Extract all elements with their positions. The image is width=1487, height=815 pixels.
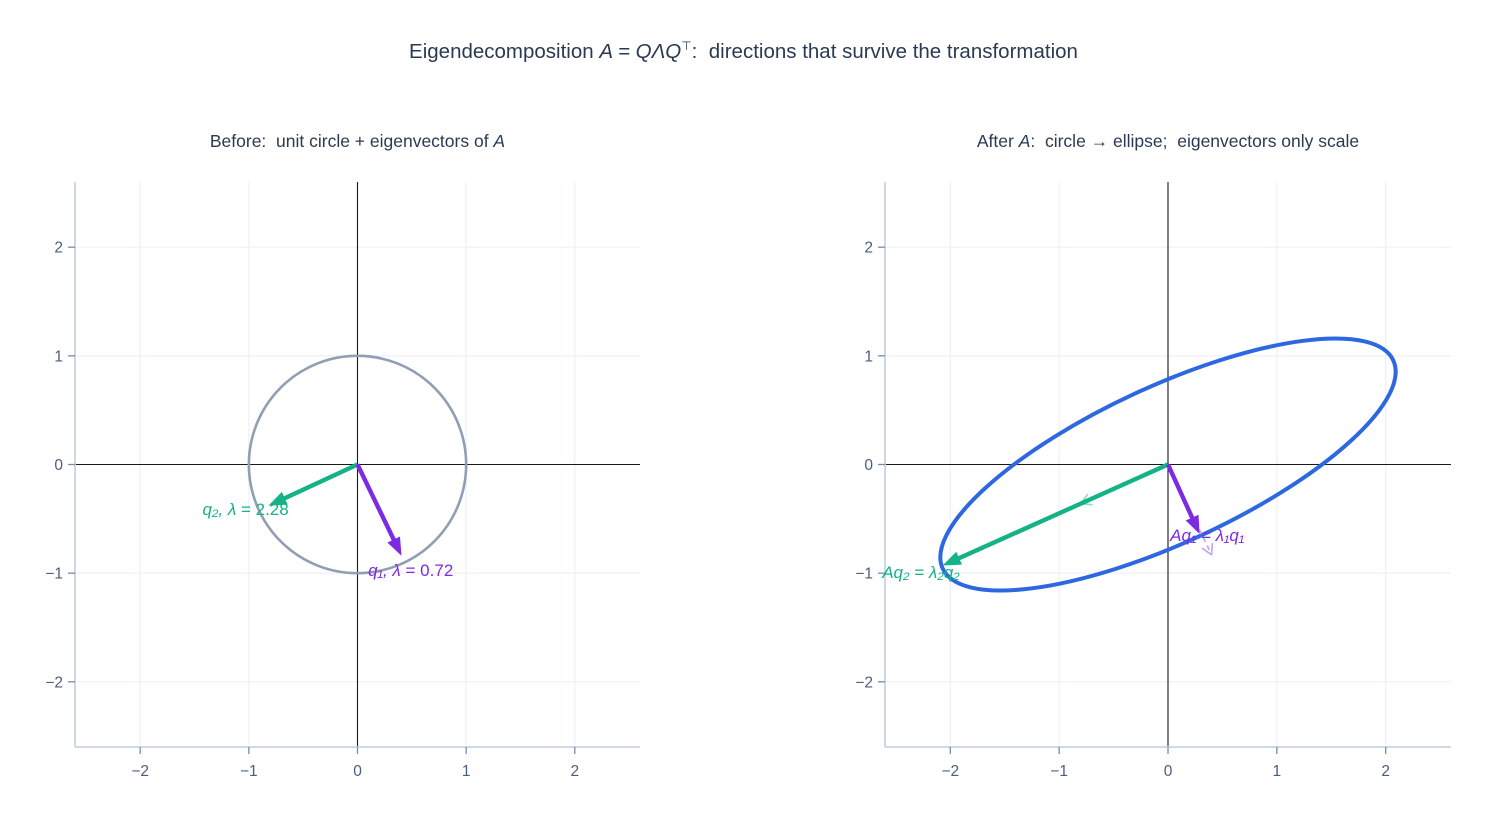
x-tick-label: 2 (570, 763, 579, 780)
x-tick-label: 1 (462, 763, 471, 780)
x-tick-label: 2 (1381, 763, 1390, 780)
figure-title-math: A = QΛQ (599, 39, 682, 63)
x-tick-label: −1 (240, 763, 258, 780)
y-tick-label: 0 (54, 457, 63, 474)
figure-title-pre: Eigendecomposition (409, 39, 600, 63)
before-panel-title: Before: unit circle + eigenvectors of A (75, 131, 640, 152)
eigvec-arrow-1-shaft (1165, 463, 1196, 522)
y-tick-label: −1 (855, 566, 873, 583)
original-eigvec-arrow-0-head-1 (1210, 542, 1214, 556)
before-title-pre: Before: unit circle + eigenvectors of (209, 131, 494, 151)
eigvec-arrow-1-shaft (355, 463, 397, 544)
x-tick-label: −2 (131, 763, 149, 780)
y-tick-label: −1 (45, 566, 63, 583)
eigvec-arrow-1-head (1185, 514, 1200, 535)
y-tick-label: 2 (54, 240, 63, 257)
y-tick-label: 1 (54, 348, 63, 365)
after-title-math: A (1018, 131, 1031, 151)
original-eigvec-arrow-0-shaft (1167, 464, 1213, 556)
transpose-symbol: ⊤ (681, 39, 692, 53)
transformed-ellipse (938, 336, 1398, 593)
after-panel-title: After A: circle → ellipse; eigenvectors … (885, 131, 1451, 152)
before-title-math: A (493, 131, 506, 151)
figure-title-post: : directions that survive the transforma… (691, 39, 1078, 63)
y-tick-label: 1 (864, 348, 873, 365)
y-tick-label: 0 (864, 457, 873, 474)
x-tick-label: 1 (1273, 763, 1282, 780)
y-tick-label: −2 (855, 674, 873, 691)
eigvec-arrow-0-shaft (955, 462, 1169, 562)
x-tick-label: 0 (353, 763, 362, 780)
annotation-label-0: Aq₁ = λ₁q₁ (1169, 526, 1244, 545)
eigvec-arrow-0-shaft (281, 462, 359, 502)
unit-circle (247, 354, 468, 575)
eigvec-arrow-0-head (942, 551, 962, 566)
y-tick-label: 2 (864, 240, 873, 257)
eigvec-arrow-1-head (387, 536, 402, 556)
annotation-label-1: q₁, λ = 0.72 (368, 561, 453, 580)
y-tick-label: −2 (45, 674, 63, 691)
figure-title: Eigendecomposition A = QΛQ⊤: directions … (0, 39, 1487, 64)
x-tick-label: −2 (941, 763, 959, 780)
x-tick-label: −1 (1050, 763, 1068, 780)
annotation-label-0: q₂, λ = 2.28 (202, 500, 288, 519)
after-title-post: : circle → ellipse; eigenvectors only sc… (1030, 131, 1360, 151)
original-eigvec-arrow-0-head-0 (1201, 547, 1213, 556)
x-tick-label: 0 (1164, 763, 1173, 780)
after-title-pre: After (976, 131, 1019, 151)
eigvec-arrow-0-head (268, 491, 288, 506)
annotation-label-1: Aq₂ = λ₂q₂ (881, 563, 960, 582)
